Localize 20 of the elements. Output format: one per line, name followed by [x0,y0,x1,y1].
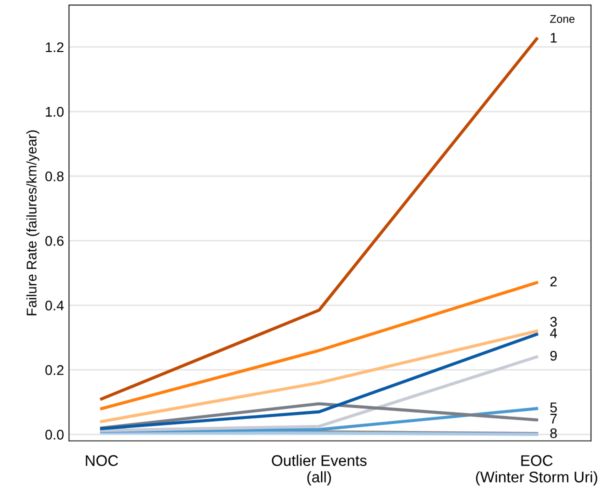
y-axis-title: Failure Rate (failures/km/year) [26,130,40,316]
y-tick-label: 0.0 [45,430,64,440]
y-tick-label: 0.8 [45,171,64,182]
series-label: 3 [550,316,557,327]
series-label: 7 [550,414,557,424]
series-label: 8 [550,428,557,438]
series-label: 9 [550,350,557,361]
x-tick-label: NOC [86,455,118,466]
x-tick-label: Outlier Events (all) [272,454,367,486]
series-label: 5 [550,402,557,412]
y-tick-label: 0.2 [45,365,64,376]
series-label: 1 [550,32,557,43]
y-tick-label: 1.0 [46,106,64,117]
y-tick-label: 1.2 [46,42,64,52]
y-tick-label: 0.4 [45,300,64,310]
legend-title: Zone [550,15,575,23]
series-label: 4 [550,328,557,338]
series-label: 2 [550,276,557,286]
x-tick-label: EOC (Winter Storm Uri) [476,455,598,486]
y-tick-label: 0.6 [45,236,64,246]
